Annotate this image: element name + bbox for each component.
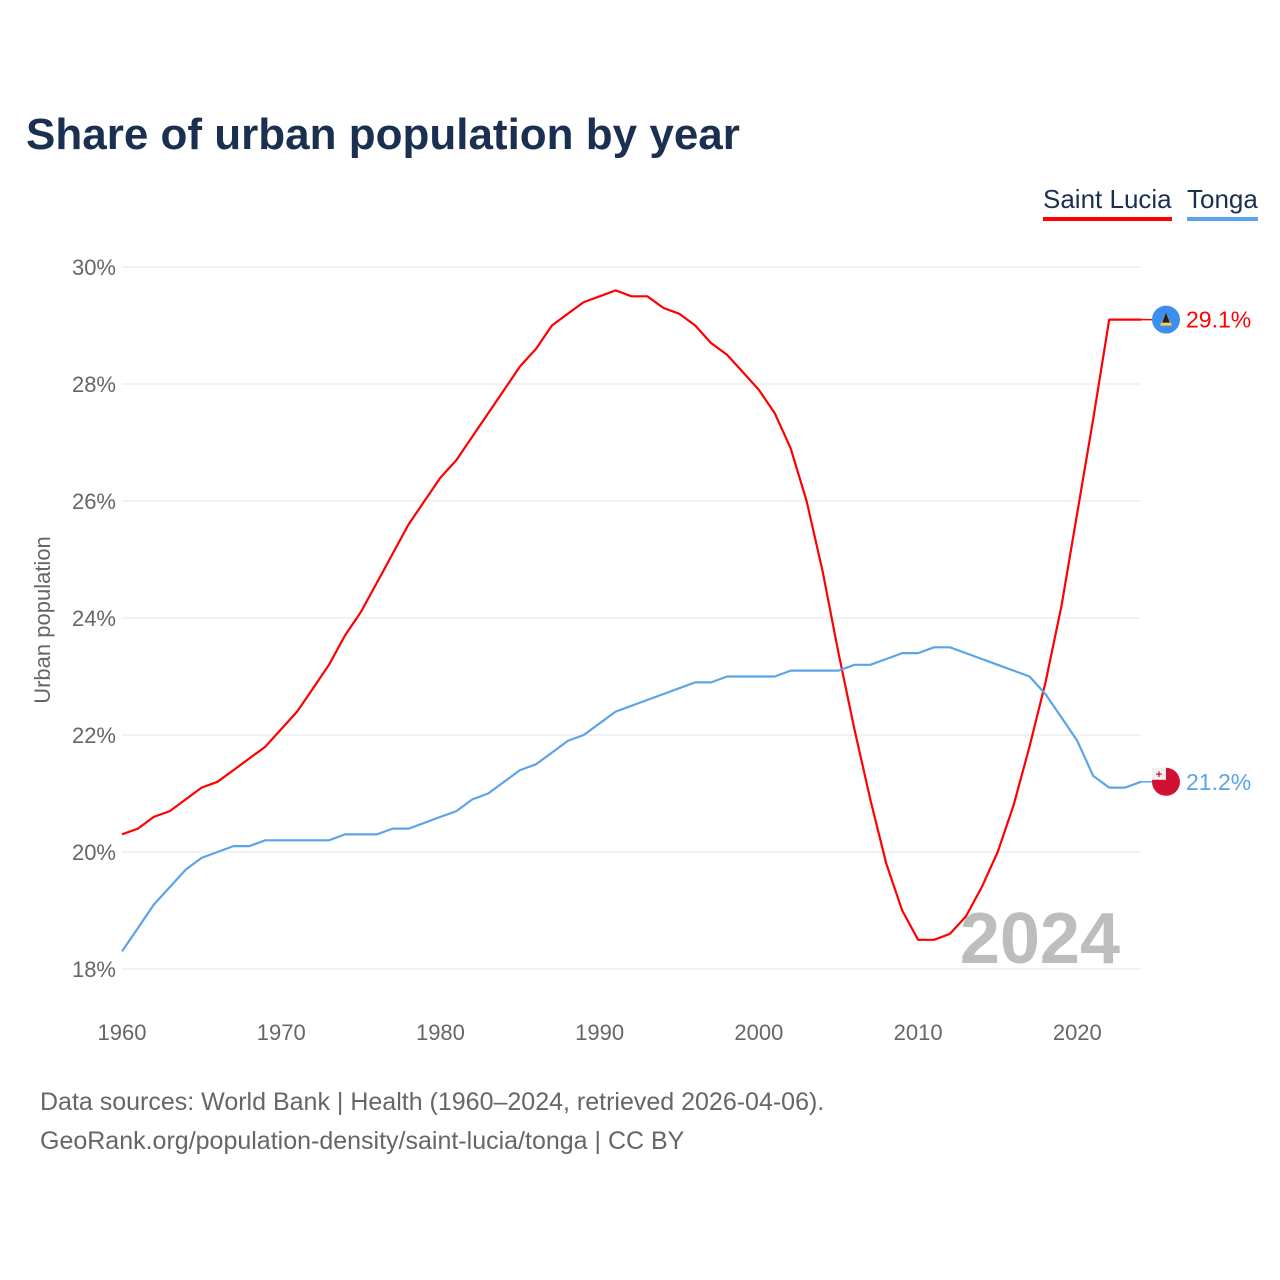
series-line-saint-lucia bbox=[121, 289, 1141, 941]
x-tick-label: 1960 bbox=[98, 1020, 147, 1045]
year-watermark: 2024 bbox=[960, 899, 1120, 979]
end-value-label: 21.2% bbox=[1186, 769, 1251, 795]
legend-saint-lucia[interactable]: Saint Lucia bbox=[1043, 184, 1172, 221]
y-tick-label: 22% bbox=[72, 723, 116, 748]
x-tick-label: 1990 bbox=[575, 1020, 624, 1045]
x-tick-label: 1980 bbox=[416, 1020, 465, 1045]
data-source-note: Data sources: World Bank | Health (1960–… bbox=[40, 1088, 825, 1116]
flag-cross: + bbox=[1156, 769, 1162, 781]
flag-canton bbox=[1152, 767, 1166, 780]
x-tick-label: 2000 bbox=[734, 1020, 783, 1045]
y-tick-label: 26% bbox=[72, 489, 116, 514]
source-url[interactable]: GeoRank.org/population-density/saint-luc… bbox=[40, 1127, 685, 1155]
y-tick-label: 30% bbox=[72, 255, 116, 280]
chart-title: Share of urban population by year bbox=[26, 110, 740, 159]
y-tick-label: 28% bbox=[72, 372, 116, 397]
y-axis-label: Urban population bbox=[30, 536, 55, 704]
y-tick-label: 20% bbox=[72, 840, 116, 865]
series-line-tonga bbox=[121, 646, 1142, 953]
flag-triangle-inner bbox=[1162, 312, 1170, 323]
x-tick-label: 1970 bbox=[257, 1020, 306, 1045]
x-tick-label: 2020 bbox=[1053, 1020, 1102, 1045]
legend-tonga[interactable]: Tonga bbox=[1187, 184, 1258, 221]
x-tick-label: 2010 bbox=[894, 1020, 943, 1045]
y-tick-label: 24% bbox=[72, 606, 116, 631]
end-value-label: 29.1% bbox=[1186, 307, 1251, 333]
y-tick-label: 18% bbox=[72, 957, 116, 982]
